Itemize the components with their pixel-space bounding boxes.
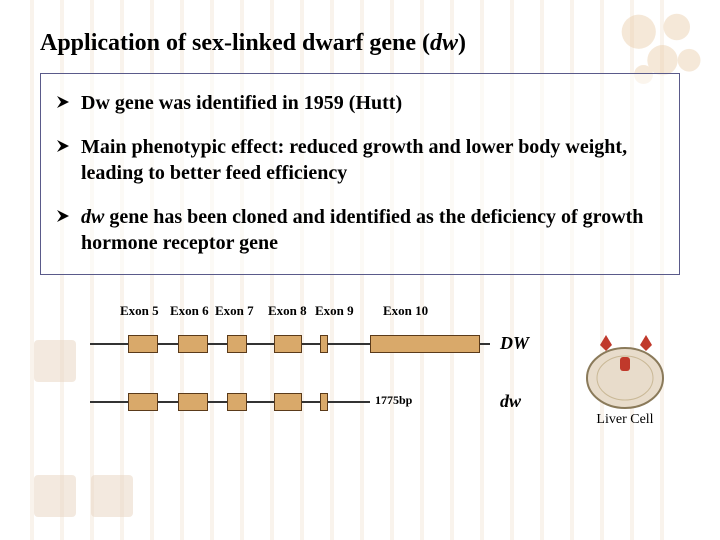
exon-label: Exon 10 [383,303,428,319]
gene-label-lower: dw [500,391,521,412]
bullet-item: dw gene has been cloned and identified a… [55,204,665,256]
exon-box [128,393,158,411]
exon-box [227,393,247,411]
slide-title: Application of sex-linked dwarf gene (dw… [40,30,680,57]
bullet-arrow-icon [55,208,71,224]
exon-label: Exon 9 [315,303,354,319]
exon-box [320,393,328,411]
bullet-item: Main phenotypic effect: reduced growth a… [55,134,665,186]
exon-label: Exon 7 [215,303,254,319]
exon-box [178,335,208,353]
gene-diagram: Exon 5 Exon 6 Exon 7 Exon 8 Exon 9 Exon 10 DW… [90,303,680,453]
exon-box [178,393,208,411]
bullet-item: Dw gene was identified in 1959 (Hutt) [55,90,665,116]
liver-cell-block: Liver Cell [565,323,685,428]
exon-box [370,335,480,353]
exon-label: Exon 6 [170,303,209,319]
exon-box [274,335,302,353]
exon-label: Exon 5 [120,303,159,319]
gene-label-upper: DW [500,333,529,354]
bullet-arrow-icon [55,138,71,154]
slide-content: Application of sex-linked dwarf gene (dw… [0,0,720,483]
exon-box [227,335,247,353]
exon-box [274,393,302,411]
bullet-text: dw gene has been cloned and identified a… [81,204,665,256]
bullet-text: Main phenotypic effect: reduced growth a… [81,134,665,186]
bullets-box: Dw gene was identified in 1959 (Hutt) Ma… [40,73,680,275]
exon-label: Exon 8 [268,303,307,319]
bullet-text: Dw gene was identified in 1959 (Hutt) [81,90,402,116]
cell-caption: Liver Cell [565,412,685,428]
liver-cell-icon [570,323,680,413]
exon-box [128,335,158,353]
bp-label: 1775bp [375,393,412,408]
exon-box [320,335,328,353]
bullet-arrow-icon [55,94,71,110]
